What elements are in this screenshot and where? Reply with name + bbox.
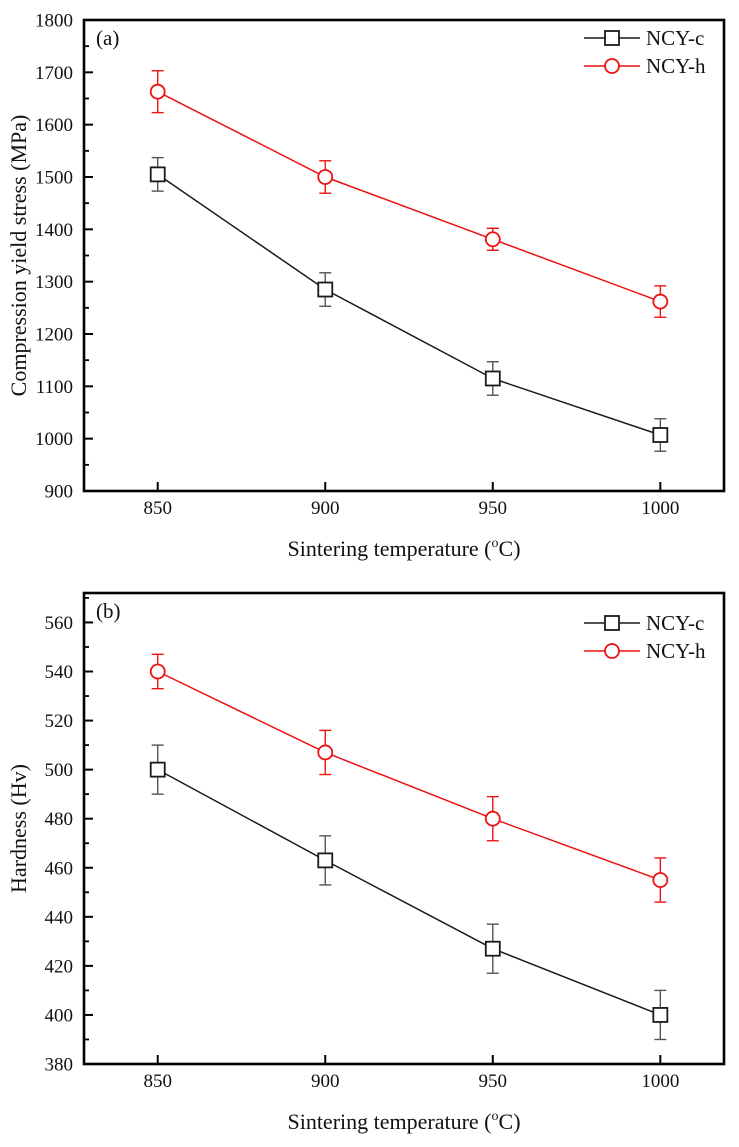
panel-b-chart: 380 400 420 440 460 480 500 520 540 560 850 900 950 1…: [6, 591, 726, 1134]
legend: NCY-c NCY-h: [584, 611, 706, 663]
legend-item-ncy-c: NCY-c: [584, 26, 704, 50]
legend-marker: [604, 30, 620, 46]
x-tick-label: 950: [479, 498, 508, 519]
y-tick-label: 380: [45, 1055, 74, 1076]
data-point: [484, 370, 501, 387]
y-tick-label: 500: [45, 760, 74, 781]
legend-marker: [604, 643, 620, 659]
legend-marker: [604, 58, 620, 74]
data-point: [484, 940, 501, 957]
legend-label: NCY-c: [646, 26, 704, 50]
y-tick-label: 1600: [35, 115, 73, 136]
legend-label: NCY-h: [646, 639, 706, 663]
legend-item-ncy-h: NCY-h: [584, 54, 706, 78]
y-tick-label: 1700: [35, 63, 73, 84]
data-point: [317, 281, 334, 298]
x-tick-label: 1000: [641, 498, 679, 519]
data-point: [652, 872, 669, 888]
series-ncy-c: [149, 156, 669, 452]
y-tick-label: 1200: [35, 325, 73, 346]
x-tick-label: 850: [143, 1071, 172, 1092]
legend-label: NCY-c: [646, 611, 704, 635]
legend-item-ncy-h: NCY-h: [584, 639, 706, 663]
y-axis-title: Compression yield stress (MPa): [6, 115, 31, 397]
data-point: [652, 293, 669, 310]
x-axis-ticks: 850 900 950 1000: [143, 482, 679, 519]
y-tick-label: 1800: [35, 11, 73, 32]
x-axis-ticks: 850 900 950 1000: [143, 1055, 679, 1092]
y-tick-label: 440: [45, 907, 74, 928]
legend-label: NCY-h: [646, 54, 706, 78]
data-point: [652, 1007, 669, 1023]
y-tick-label: 460: [45, 858, 74, 879]
x-tick-label: 1000: [641, 1071, 679, 1092]
legend: NCY-c NCY-h: [584, 26, 706, 78]
series-line: [157, 768, 661, 1016]
data-point: [317, 744, 334, 761]
x-tick-label: 850: [143, 498, 172, 519]
legend-item-ncy-c: NCY-c: [584, 611, 704, 635]
legend-marker: [604, 615, 620, 631]
series-ncy-h: [149, 653, 669, 903]
y-tick-label: 1400: [35, 220, 73, 241]
panel-label: (a): [96, 26, 119, 50]
y-tick-label: 540: [45, 662, 74, 683]
data-point: [149, 663, 166, 680]
series-ncy-h: [149, 70, 669, 318]
series-line: [157, 91, 661, 303]
y-axis-ticks: 900 1000 1100 1200 1300 1400 1500 1600 1700 1800: [35, 11, 93, 503]
y-axis-ticks: 380 400 420 440 460 480 500 520 540 560: [45, 597, 93, 1076]
y-tick-label: 1300: [35, 272, 73, 293]
panel-a-chart: 900 1000 1100 1200 1300 1400 1500 1600 1700 1800 8…: [6, 11, 726, 561]
data-point: [149, 166, 166, 183]
data-point: [317, 169, 334, 185]
y-tick-label: 420: [45, 956, 74, 977]
panel-label: (b): [96, 599, 121, 623]
series-ncy-c: [149, 744, 669, 1041]
series-line: [157, 173, 661, 436]
plot-frame: [82, 591, 726, 1066]
x-axis-title: Sintering temperature (oC): [287, 1109, 520, 1134]
y-tick-label: 1500: [35, 168, 73, 189]
y-tick-label: 480: [45, 809, 74, 830]
data-point: [484, 810, 501, 827]
y-tick-label: 520: [45, 711, 74, 732]
plot-frame: [82, 18, 726, 493]
x-tick-label: 900: [311, 498, 340, 519]
x-tick-label: 950: [479, 1071, 508, 1092]
y-tick-label: 400: [45, 1005, 74, 1026]
data-point: [652, 427, 669, 443]
y-tick-label: 900: [45, 482, 74, 503]
series-line: [157, 670, 661, 881]
y-tick-label: 1000: [35, 429, 73, 450]
data-point: [317, 852, 334, 869]
x-axis-title: Sintering temperature (oC): [287, 536, 520, 561]
y-tick-label: 1100: [36, 377, 73, 398]
data-point: [484, 231, 501, 248]
y-axis-title: Hardness (Hv): [6, 764, 31, 893]
data-point: [149, 83, 166, 100]
y-tick-label: 560: [45, 613, 74, 634]
data-point: [149, 761, 166, 778]
x-tick-label: 900: [311, 1071, 340, 1092]
